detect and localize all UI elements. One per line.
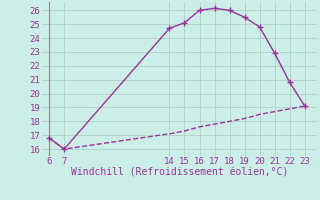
X-axis label: Windchill (Refroidissement éolien,°C): Windchill (Refroidissement éolien,°C) bbox=[70, 168, 288, 178]
